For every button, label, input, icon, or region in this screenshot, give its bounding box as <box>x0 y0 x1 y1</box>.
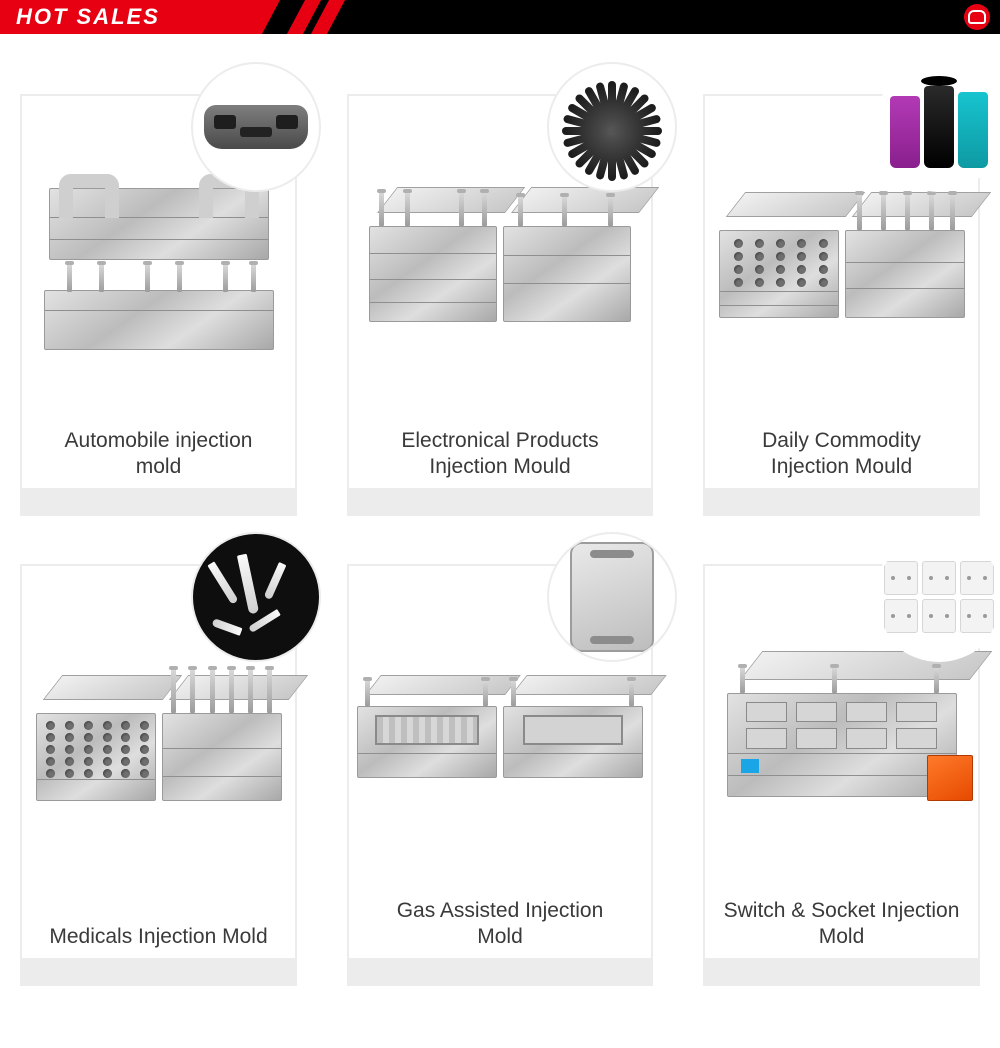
caption-line: Medicals Injection Mold <box>32 924 285 950</box>
containers-icon <box>890 86 988 168</box>
product-card-medicals[interactable]: Medicals Injection Mold <box>20 564 297 974</box>
caption-line: Mold <box>715 924 968 950</box>
card-footer-strip <box>347 488 653 516</box>
caption-line: Injection Mould <box>359 454 641 480</box>
plastic-panel-icon <box>570 542 654 652</box>
section-header: HOT SALES <box>0 0 1000 34</box>
product-thumb <box>191 532 321 662</box>
caption-line: Electronical Products <box>359 428 641 454</box>
wall-sockets-icon <box>884 561 994 633</box>
caption-line: Daily Commodity <box>715 428 968 454</box>
caption-line: Injection Mould <box>715 454 968 480</box>
brand-badge-icon <box>964 4 990 30</box>
card-footer-strip <box>703 958 980 986</box>
card-footer-strip <box>347 958 653 986</box>
header-banner: HOT SALES <box>0 0 280 34</box>
product-grid: Automobile injection mold <box>0 34 1000 1004</box>
product-card-automobile[interactable]: Automobile injection mold <box>20 94 297 504</box>
product-card-switch-socket[interactable]: Switch & Socket Injection Mold <box>703 564 980 974</box>
product-card-daily-commodity[interactable]: Daily Commodity Injection Mould <box>703 94 980 504</box>
product-thumb <box>191 62 321 192</box>
car-bumper-icon <box>204 105 308 149</box>
product-card-gas-assisted[interactable]: Gas Assisted Injection Mold <box>347 564 653 974</box>
mold-controller-icon <box>927 755 973 801</box>
product-thumb <box>547 532 677 662</box>
caption-line: Switch & Socket Injection <box>715 898 968 924</box>
caption-line: Automobile injection <box>32 428 285 454</box>
card-footer-strip <box>20 488 297 516</box>
product-thumb <box>547 62 677 192</box>
header-title: HOT SALES <box>16 4 160 30</box>
product-thumb <box>874 532 1000 662</box>
caption-line: Mold <box>359 924 641 950</box>
product-card-electronical[interactable]: Electronical Products Injection Mould <box>347 94 653 504</box>
card-footer-strip <box>20 958 297 986</box>
card-footer-strip <box>703 488 980 516</box>
caption-line: mold <box>32 454 285 480</box>
pipette-tips-icon <box>193 534 319 660</box>
product-thumb <box>874 62 1000 192</box>
cooling-fan-icon <box>557 72 667 182</box>
caption-line: Gas Assisted Injection <box>359 898 641 924</box>
